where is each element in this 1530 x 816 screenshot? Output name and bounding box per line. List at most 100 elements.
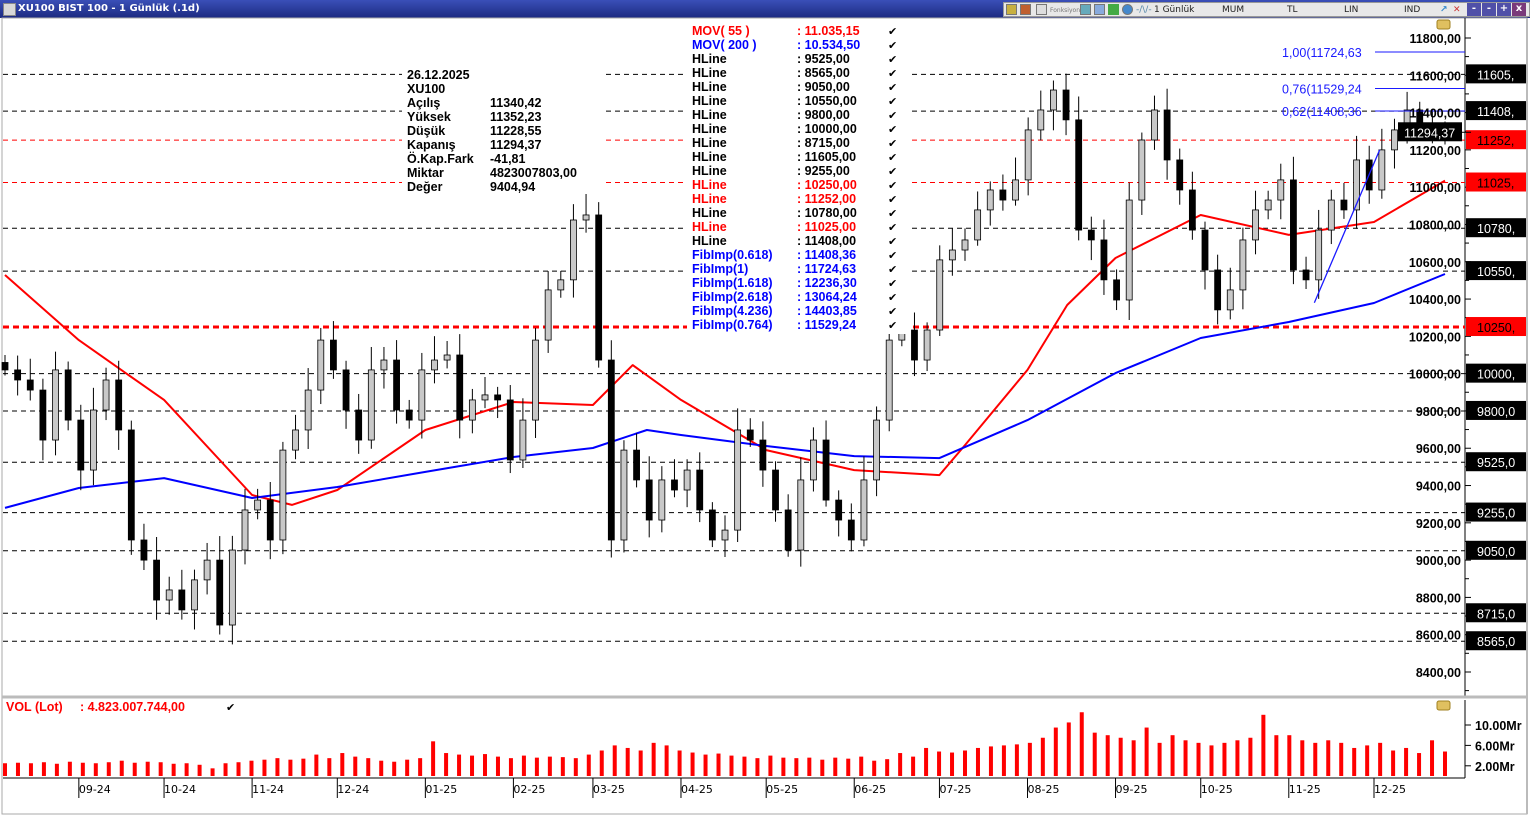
- legend-check-icon[interactable]: ✔: [888, 193, 897, 206]
- price-tick-label: 10200,00: [1409, 330, 1461, 344]
- restore-button[interactable]: -: [1482, 3, 1496, 16]
- volume-bar: [664, 745, 669, 776]
- link-arrow-icon[interactable]: ↗: [1440, 5, 1448, 15]
- volume-bar: [988, 746, 993, 776]
- legend-check-icon[interactable]: ✔: [888, 263, 897, 276]
- hline-price-label: 10250,: [1477, 321, 1515, 335]
- legend-check-icon[interactable]: ✔: [888, 67, 897, 80]
- function-button[interactable]: Fonksiyon: [1050, 7, 1081, 14]
- candle-type-button[interactable]: MUM: [1222, 5, 1245, 15]
- formula-icon[interactable]: [1006, 4, 1017, 15]
- indicator-icon[interactable]: [1020, 4, 1031, 15]
- volume-bar: [1209, 745, 1214, 776]
- hline-price-box: [1466, 218, 1526, 238]
- trend-line[interactable]: [1313, 149, 1381, 304]
- minimize-button[interactable]: -: [1467, 3, 1481, 16]
- legend-check-icon[interactable]: ✔: [888, 291, 897, 304]
- candle-down: [39, 389, 47, 441]
- volume-bar: [1079, 712, 1084, 776]
- volume-bar: [807, 757, 812, 776]
- candle-down: [1201, 229, 1209, 271]
- volume-tick-label: 6.00Mr: [1475, 739, 1515, 753]
- legend-check-icon[interactable]: ✔: [888, 81, 897, 94]
- candle-up: [570, 219, 577, 281]
- legend-check-icon[interactable]: ✔: [888, 179, 897, 192]
- volume-bar: [768, 755, 773, 776]
- volume-bar: [1248, 737, 1253, 776]
- scale-button[interactable]: LIN: [1344, 5, 1359, 15]
- legend-check-icon[interactable]: ✔: [888, 277, 897, 290]
- volume-bar: [911, 756, 916, 776]
- legend-bg: [687, 22, 910, 334]
- candle-up: [1151, 109, 1158, 141]
- hline-price-box: [1466, 172, 1526, 192]
- volume-bar: [1040, 737, 1045, 776]
- legend-check-icon[interactable]: ✔: [888, 207, 897, 220]
- price-axis: 8400,00 8600,00 8800,00 9000,00 9200,00 9400,…: [1398, 32, 1526, 774]
- close-button[interactable]: x: [1512, 3, 1526, 16]
- legend-check-icon[interactable]: ✔: [888, 165, 897, 178]
- tools-icon[interactable]: ✕: [1453, 5, 1461, 15]
- period-button[interactable]: 1 Günlük: [1154, 5, 1195, 15]
- info-date: 26.12.2025: [407, 68, 470, 82]
- volume-bar: [742, 756, 747, 776]
- volume-bar: [1443, 751, 1447, 776]
- candle-down: [671, 479, 678, 491]
- volume-bar: [755, 758, 760, 776]
- hline-price-box: [1466, 130, 1526, 150]
- candle-up: [1012, 179, 1019, 201]
- legend-name: HLine: [692, 192, 727, 206]
- legend-check-icon[interactable]: ✔: [888, 123, 897, 136]
- info-value: 4823007803,00: [490, 166, 577, 180]
- candle-up: [1024, 129, 1032, 181]
- candle-up: [1264, 199, 1272, 211]
- pencil-icon[interactable]: [1108, 4, 1119, 15]
- table-icon[interactable]: [1080, 4, 1091, 15]
- candle-up: [254, 499, 262, 511]
- candle-up: [443, 354, 451, 361]
- legend-check-icon[interactable]: ✔: [888, 39, 897, 52]
- legend-check-icon[interactable]: ✔: [888, 305, 897, 318]
- legend-check-icon[interactable]: ✔: [888, 53, 897, 66]
- legend-check-icon[interactable]: ✔: [888, 137, 897, 150]
- volume-bar: [327, 758, 332, 776]
- candle-down: [1188, 189, 1196, 231]
- legend-name: HLine: [692, 80, 727, 94]
- wave-icon[interactable]: -/\/-: [1136, 5, 1152, 15]
- template-icon[interactable]: [1036, 4, 1047, 15]
- legend-check-icon[interactable]: ✔: [888, 109, 897, 122]
- indicator-button[interactable]: IND: [1404, 5, 1421, 15]
- app-icon: [3, 3, 16, 16]
- volume-check-icon[interactable]: ✔: [226, 701, 235, 714]
- volume-bar: [794, 758, 799, 776]
- candle-up: [292, 429, 299, 451]
- legend-check-icon[interactable]: ✔: [888, 95, 897, 108]
- maximize-button[interactable]: +: [1497, 3, 1511, 16]
- volume-bar: [1404, 747, 1409, 776]
- date-tick-label: 04-25: [681, 783, 713, 796]
- price-panel-lock-icon[interactable]: [1436, 19, 1451, 30]
- info-label: Yüksek: [407, 110, 451, 124]
- move-icon[interactable]: [1122, 4, 1133, 15]
- legend-check-icon[interactable]: ✔: [888, 249, 897, 262]
- currency-button[interactable]: TL: [1287, 5, 1298, 15]
- volume-bar: [158, 762, 163, 776]
- legend-check-icon[interactable]: ✔: [888, 151, 897, 164]
- legend-check-icon[interactable]: ✔: [888, 25, 897, 38]
- legend-check-icon[interactable]: ✔: [888, 235, 897, 248]
- candle-down: [115, 379, 123, 431]
- chart-type-icon[interactable]: [1094, 4, 1105, 15]
- volume-bar: [495, 756, 500, 776]
- legend-check-icon[interactable]: ✔: [888, 319, 897, 332]
- candle-down: [696, 469, 704, 511]
- volume-panel-lock-icon[interactable]: [1436, 700, 1451, 711]
- volume-bar: [1105, 735, 1110, 776]
- legend-value: : 11.035,15: [797, 24, 860, 38]
- volume-bar: [1287, 735, 1292, 776]
- info-value: 11340,42: [490, 96, 541, 110]
- volume-bar: [625, 747, 630, 776]
- legend-name: FibImp(4.236): [692, 304, 773, 318]
- volume-bar: [729, 755, 734, 776]
- legend-check-icon[interactable]: ✔: [888, 221, 897, 234]
